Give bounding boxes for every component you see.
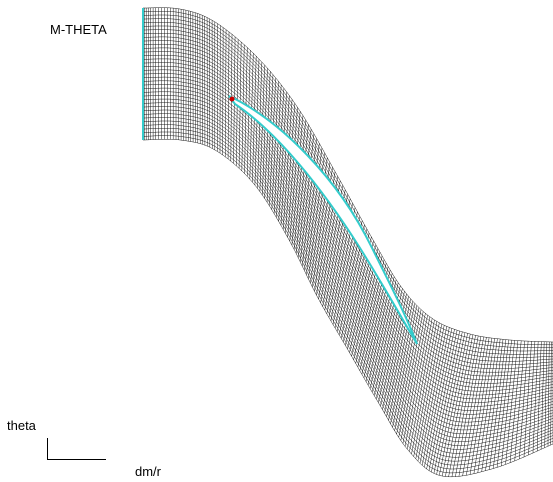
view-title: M-THETA xyxy=(50,22,107,37)
mesh-cross-line xyxy=(424,328,453,468)
mesh-cross-line xyxy=(388,301,413,421)
mesh-cross-line xyxy=(222,27,224,155)
mesh-cross-line xyxy=(436,332,466,475)
mesh-cross-line xyxy=(271,81,279,210)
mesh-cross-line xyxy=(458,336,484,477)
mesh-cross-line xyxy=(536,341,542,452)
mesh-cross-line xyxy=(514,340,525,461)
mesh-cross-line xyxy=(523,341,532,458)
mesh-cross-line xyxy=(392,305,418,428)
mesh-cross-line xyxy=(442,334,471,477)
mesh-cross-line xyxy=(289,111,301,242)
mesh-cross-line xyxy=(411,321,438,455)
axis-label-dmr: dm/r xyxy=(135,464,162,479)
mesh-cross-line xyxy=(409,319,435,452)
mesh-cross-line xyxy=(477,338,498,473)
mesh-cross-line xyxy=(285,103,296,234)
mesh-cross-line xyxy=(413,322,440,457)
mesh-cross-line xyxy=(404,316,431,447)
mesh-cross-line xyxy=(257,62,263,189)
mesh-cross-line xyxy=(547,341,550,447)
mesh-cross-line xyxy=(264,71,271,199)
mesh-cross-line xyxy=(282,99,293,230)
mesh-cross-line xyxy=(398,311,424,438)
axis-label-theta: theta xyxy=(7,418,37,433)
mesh-cross-line xyxy=(269,77,277,206)
mesh-cross-line xyxy=(287,107,298,238)
mesh-cross-line xyxy=(402,315,428,444)
mesh-cross-line xyxy=(433,331,463,474)
mesh-cross-line xyxy=(406,318,433,450)
mesh-cross-line xyxy=(473,338,495,474)
mesh-cross-line xyxy=(291,115,304,246)
mesh-cross-line xyxy=(455,336,482,477)
mesh-cross-line xyxy=(550,341,552,445)
mesh-cross-line xyxy=(445,334,474,477)
mesh-cross-line xyxy=(469,338,493,475)
mesh-cross-line xyxy=(278,91,287,222)
blade xyxy=(228,95,418,345)
mesh-cross-line xyxy=(489,339,507,470)
mesh-cross-line xyxy=(262,68,268,196)
mesh-cross-line xyxy=(273,84,282,214)
mesh-cross-line xyxy=(280,95,290,226)
mesh-cross-line xyxy=(462,337,487,476)
mesh-cross-line xyxy=(481,338,501,472)
mesh-cross-line xyxy=(509,340,522,463)
mesh-cross-line xyxy=(300,133,315,263)
mesh-cross-line xyxy=(394,307,420,431)
mesh-cross-line xyxy=(293,119,306,250)
mesh-cross-line xyxy=(227,31,230,159)
mesh-cross-line xyxy=(428,330,458,471)
mesh-cross-line xyxy=(276,88,285,218)
mesh-cross-line xyxy=(225,29,227,157)
mesh-cross-line xyxy=(419,326,448,464)
mesh-cross-line xyxy=(431,330,460,473)
mesh-cross-line xyxy=(417,325,445,462)
mesh-cross-line xyxy=(297,129,312,258)
mesh-cross-line xyxy=(485,339,504,471)
mesh-cross-line xyxy=(528,341,536,456)
mesh-cross-line xyxy=(505,340,519,465)
mesh-cross-line xyxy=(390,303,416,424)
mesh-cross-line xyxy=(451,335,479,477)
mesh-cross-line xyxy=(426,329,455,470)
mesh-cross-line xyxy=(415,324,443,459)
mesh-cross-line xyxy=(396,309,422,435)
mesh-cross-line xyxy=(259,65,265,192)
mesh-cross-line xyxy=(400,313,426,441)
mesh-cross-line xyxy=(448,335,476,477)
mesh-cross-line xyxy=(295,124,309,254)
mesh-cross-line xyxy=(500,340,515,467)
mesh-cross-line xyxy=(439,333,468,476)
leading-edge-marker xyxy=(229,96,235,102)
mesh-cross-line xyxy=(519,341,529,459)
mesh-cross-line xyxy=(540,341,545,450)
mesh-cross-line xyxy=(544,341,548,448)
mesh-cross-line xyxy=(466,337,490,476)
mesh-cross-line xyxy=(302,138,317,267)
mesh-cross-line xyxy=(421,327,450,466)
mesh-cross-line xyxy=(493,339,509,469)
mesh-cross-line xyxy=(266,74,274,203)
mesh-cross-line xyxy=(496,340,512,468)
mesh-cross-line xyxy=(532,341,539,454)
